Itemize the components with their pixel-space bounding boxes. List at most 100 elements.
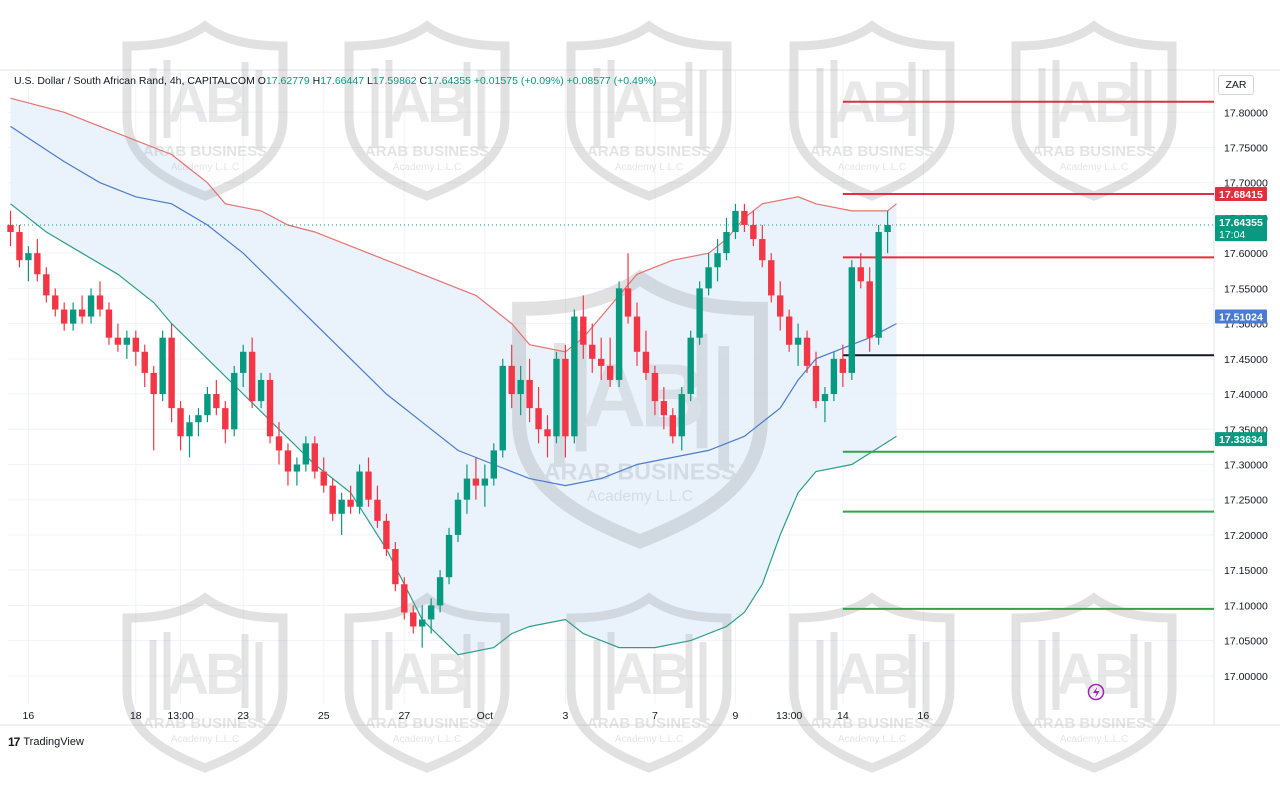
candle <box>812 351 820 409</box>
candle <box>410 605 417 634</box>
candle-body <box>839 358 847 373</box>
candle-body <box>78 309 86 317</box>
price-tag-middle: 17.51024 <box>1215 309 1267 324</box>
candle <box>678 387 685 451</box>
candle <box>454 492 462 542</box>
candle-body <box>61 309 68 324</box>
candle <box>69 302 77 331</box>
candle-body <box>696 288 703 338</box>
close-label: C <box>419 75 428 87</box>
candle <box>356 464 363 514</box>
candle-body <box>714 253 721 268</box>
price-tick-label: 17.60000 <box>1224 248 1268 260</box>
tradingview-logo-icon: 17 <box>8 735 20 749</box>
candle <box>598 337 605 380</box>
candle-marks <box>1038 632 1152 722</box>
candle-body <box>52 295 59 310</box>
candle <box>87 288 95 324</box>
candle <box>714 239 721 282</box>
price-tick-label: 17.20000 <box>1224 530 1268 542</box>
candle-marks <box>816 60 930 150</box>
watermark-line1: ARAB BUSINESS <box>143 143 267 160</box>
candle-body <box>544 429 551 437</box>
candle <box>159 330 166 402</box>
candle <box>338 492 345 535</box>
candle <box>732 203 739 240</box>
time-tick-label: 25 <box>318 710 330 722</box>
candle-body <box>472 478 480 486</box>
candle <box>284 443 292 486</box>
shield-outline <box>344 20 510 201</box>
candle <box>633 302 641 366</box>
candle <box>750 210 757 247</box>
watermark-line1: ARAB BUSINESS <box>1032 143 1156 160</box>
candles <box>7 203 891 648</box>
candle <box>123 330 131 359</box>
low-label: L <box>366 75 373 87</box>
candle-body <box>571 316 578 437</box>
candle-body <box>768 260 775 296</box>
candle-body <box>794 337 802 345</box>
candle-body <box>338 499 345 514</box>
shield-outline <box>1011 592 1177 773</box>
shield-outline <box>566 592 732 773</box>
candle <box>16 224 23 268</box>
candle-body <box>123 337 131 345</box>
candle-body <box>848 267 855 373</box>
watermark-line2: Academy L.L.C <box>1060 162 1128 173</box>
candle-marks <box>593 60 707 150</box>
candle-body <box>669 415 676 437</box>
candle-marks <box>593 632 707 722</box>
candle-body <box>222 408 229 430</box>
candle <box>96 281 104 317</box>
symbol-title: U.S. Dollar / South African Rand, 4h, CA… <box>14 75 255 87</box>
candle-body <box>311 443 318 472</box>
candle-body <box>750 224 757 240</box>
candle <box>204 387 211 423</box>
candle-body <box>195 415 202 423</box>
candle-body <box>159 337 166 395</box>
candle-body <box>445 534 453 578</box>
watermark-line2: Academy L.L.C <box>1060 734 1128 745</box>
candle <box>168 323 175 423</box>
candle-body <box>240 351 247 373</box>
candle-body <box>96 295 104 310</box>
candle-body <box>383 520 390 550</box>
candle <box>866 267 873 352</box>
time-tick-label: 7 <box>652 710 658 722</box>
candle <box>365 457 372 507</box>
candle <box>642 330 650 380</box>
candle <box>419 605 426 648</box>
candle <box>7 210 14 247</box>
candle <box>257 372 265 409</box>
candle <box>768 253 775 303</box>
candle-body <box>535 408 542 430</box>
candle-body <box>624 288 632 317</box>
alert-icon[interactable] <box>1087 683 1105 701</box>
price-tick-label: 17.80000 <box>1224 107 1268 119</box>
time-axis[interactable]: 16 18 13:00 23 25 27 Oct 3 7 9 13:00 14 16 <box>23 710 930 722</box>
symbol-header[interactable]: U.S. Dollar / South African Rand, 4h, CA… <box>14 75 657 87</box>
watermark-line2: Academy L.L.C <box>171 162 239 173</box>
tradingview-brand[interactable]: 17 TradingView <box>8 735 84 749</box>
shield-outline <box>122 592 288 773</box>
candle <box>293 457 301 486</box>
candle <box>320 457 327 493</box>
candle-body <box>150 372 157 395</box>
candle-body <box>589 344 596 359</box>
candle-body <box>302 443 310 465</box>
currency-button[interactable]: ZAR <box>1218 75 1254 95</box>
candle-marks <box>371 632 485 722</box>
candle <box>777 281 784 331</box>
watermark-bottom: AB ARAB BUSINESS Academy L.L.C <box>1011 592 1177 773</box>
candle-body <box>275 436 283 451</box>
watermark-monogram: AB <box>167 642 245 707</box>
watermark-monogram: AB <box>611 70 689 135</box>
candle-body <box>410 612 417 627</box>
candle <box>651 365 659 416</box>
high-label: H <box>312 75 321 87</box>
watermark-line1: ARAB BUSINESS <box>1032 715 1156 732</box>
candle <box>875 224 882 345</box>
